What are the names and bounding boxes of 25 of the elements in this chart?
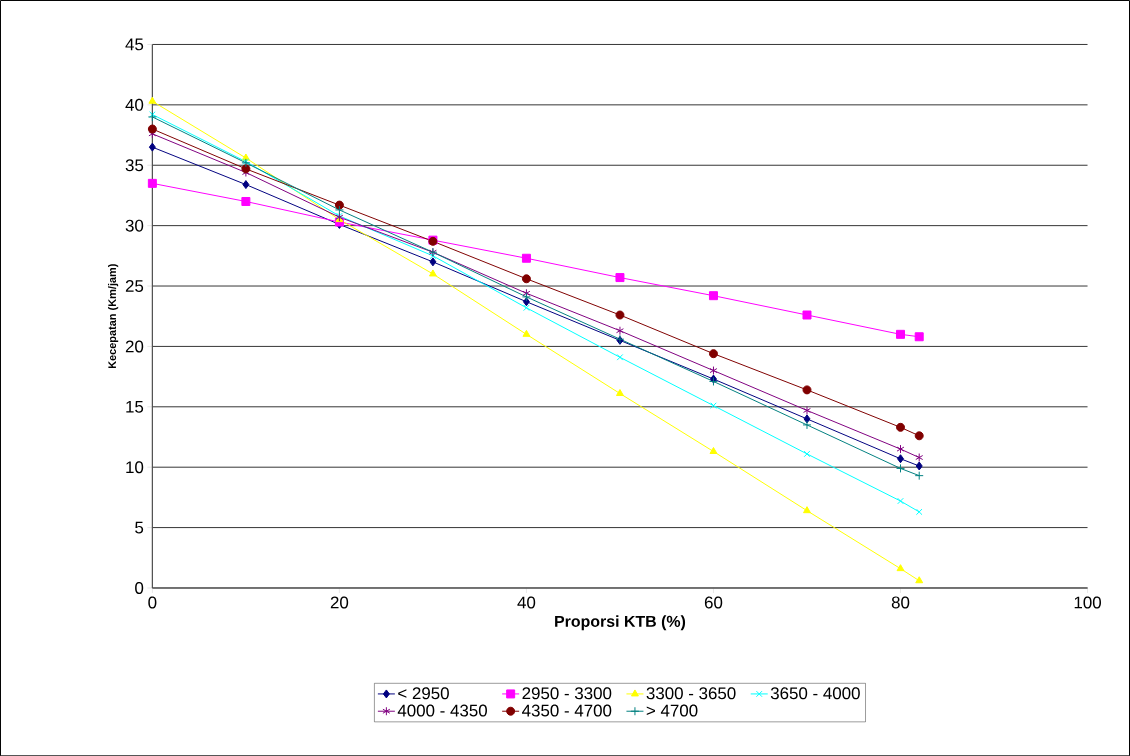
- x-tick-label: 80: [891, 596, 910, 609]
- y-tick-label: 35: [125, 159, 144, 172]
- y-tick-label: 40: [125, 98, 144, 111]
- x-tick-label: 60: [704, 596, 723, 609]
- y-tick-label: 30: [125, 219, 144, 232]
- y-tick-label: 25: [125, 279, 144, 292]
- y-tick-label: 15: [126, 400, 144, 413]
- y-axis-title: Kecepatan (Km/jam): [107, 263, 119, 368]
- legend-label: < 2950: [398, 687, 449, 700]
- y-tick-label: 20: [125, 340, 144, 353]
- y-tick-label: 5: [135, 521, 144, 534]
- x-tick-label: 100: [1074, 596, 1101, 609]
- legend-label: 4350 - 4700: [522, 704, 612, 717]
- legend-label: 3650 - 4000: [770, 687, 860, 700]
- y-tick-label: 45: [125, 38, 144, 51]
- legend-label: 2950 - 3300: [522, 687, 612, 700]
- legend-label: > 4700: [646, 704, 698, 717]
- x-axis-title: Proporsi KTB (%): [555, 615, 686, 630]
- x-tick-label: 40: [517, 596, 536, 609]
- x-tick-label: 20: [330, 596, 349, 609]
- y-tick-label: 0: [135, 581, 144, 594]
- y-tick-label: 10: [126, 461, 144, 474]
- legend-label: 4000 - 4350: [397, 704, 487, 717]
- x-tick-label: 0: [148, 596, 157, 609]
- legend-label: 3300 - 3650: [646, 687, 736, 700]
